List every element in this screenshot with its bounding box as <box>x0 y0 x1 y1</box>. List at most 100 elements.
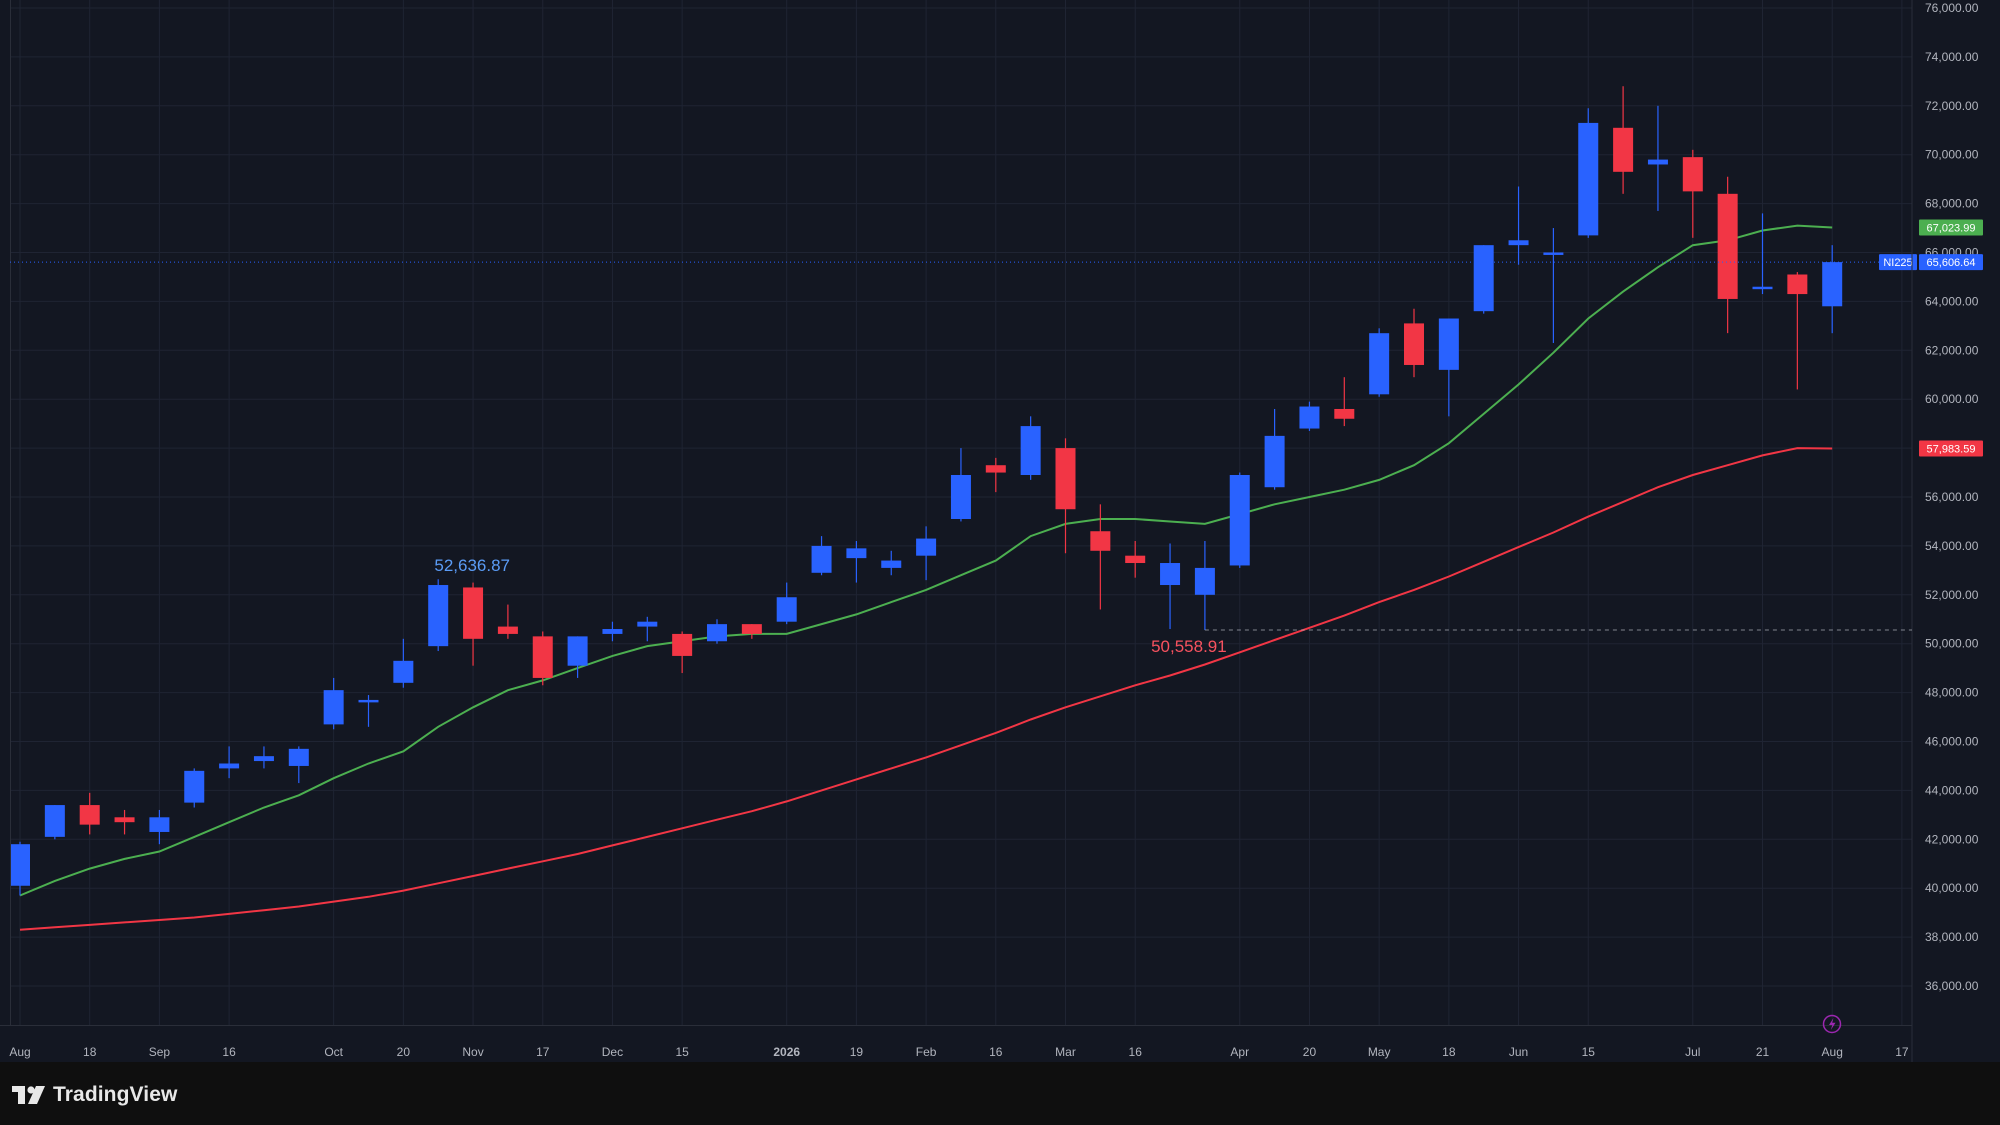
brand-name: TradingView <box>53 1083 178 1106</box>
candle <box>1752 213 1773 295</box>
candle <box>950 448 971 522</box>
candle <box>1682 149 1703 238</box>
price-tick-label: 54,000.00 <box>1925 539 1979 553</box>
candle <box>532 631 553 686</box>
candle <box>358 695 379 727</box>
candle <box>1404 308 1424 378</box>
candle <box>219 746 240 779</box>
lightning-icon-ring <box>1822 1014 1842 1034</box>
price-tick-label: 60,000.00 <box>1925 392 1979 406</box>
price-tick-label: 48,000.00 <box>1925 686 1979 700</box>
candle <box>10 841 30 896</box>
time-tick-label: Mar <box>1055 1045 1076 1059</box>
candle <box>985 457 1006 493</box>
price-tick-label: 74,000.00 <box>1925 50 1979 64</box>
candle <box>323 677 344 730</box>
time-tick-label: 20 <box>397 1045 411 1059</box>
candle-body <box>1020 426 1041 475</box>
ma-short-line <box>19 224 1833 897</box>
candle-body <box>1508 240 1529 246</box>
time-tick-label: Sep <box>149 1045 171 1059</box>
time-tick-label: Oct <box>324 1045 343 1059</box>
candlestick-chart[interactable]: 52,636.87 50,558.91 76,000.00 74,000.00 72,… <box>0 0 2000 1062</box>
candle <box>1438 318 1459 417</box>
candle <box>1369 328 1390 397</box>
ma-long-badge-bg <box>1919 440 1983 457</box>
candle-body <box>1787 274 1808 295</box>
candle-body <box>741 624 762 634</box>
time-tick-label: Feb <box>916 1045 937 1059</box>
candle-body <box>950 474 971 520</box>
footer-bar <box>0 1062 2000 1125</box>
candle-body <box>1682 157 1703 192</box>
candle-body <box>1822 262 1843 307</box>
price-tick-label: 68,000.00 <box>1925 197 1979 211</box>
candle-body <box>393 660 414 683</box>
candle <box>1473 245 1494 314</box>
candle-body <box>358 699 379 703</box>
tradingview-brand[interactable]: TradingView <box>12 1083 177 1107</box>
candle-body <box>532 636 553 678</box>
ma-short-badge-bg <box>1919 219 1983 236</box>
time-tick-label: 19 <box>850 1045 864 1059</box>
chart-overlays <box>0 0 1913 1062</box>
annotations: 52,636.87 50,558.91 <box>434 556 1226 656</box>
candle <box>1647 105 1668 211</box>
price-tick-label: 56,000.00 <box>1925 490 1979 504</box>
lightning-icon-bolt <box>1829 1018 1836 1030</box>
time-tick-label: 18 <box>1442 1045 1456 1059</box>
candle <box>288 746 309 784</box>
candle <box>707 619 727 644</box>
candle-body <box>1334 408 1355 419</box>
price-tick-label: 72,000.00 <box>1925 99 1979 113</box>
candle-body <box>1264 435 1285 488</box>
symbol-badge-text: NI225 <box>1883 257 1912 269</box>
candle <box>567 636 588 678</box>
candle-body <box>1473 245 1494 312</box>
time-tick-label: Nov <box>462 1045 483 1059</box>
time-tick-label: Apr <box>1230 1045 1249 1059</box>
price-axis[interactable]: 76,000.00 74,000.00 72,000.00 70,000.00 68,0… <box>1879 1 1983 993</box>
candle <box>741 624 762 639</box>
candle <box>1578 108 1599 238</box>
high-annotation: 52,636.87 <box>434 556 510 575</box>
time-tick-label: 20 <box>1303 1045 1317 1059</box>
candle-body <box>1717 193 1738 299</box>
candle-body <box>1055 448 1076 510</box>
candle-body <box>602 629 623 634</box>
candle-body <box>1369 333 1390 395</box>
candle-body <box>881 560 902 568</box>
candle <box>1334 377 1355 427</box>
ma-long-badge-text: 57,983.59 <box>1927 444 1976 456</box>
candle <box>1194 541 1215 631</box>
candle <box>1717 176 1738 334</box>
candle-body <box>1160 563 1181 586</box>
time-tick-label: Jun <box>1509 1045 1528 1059</box>
candle-body <box>44 805 65 837</box>
candle-body <box>672 633 693 656</box>
candle-body <box>288 748 309 766</box>
candle <box>1543 228 1564 343</box>
time-tick-label: Jul <box>1685 1045 1700 1059</box>
price-tick-label: 46,000.00 <box>1925 735 1979 749</box>
candle <box>881 550 902 576</box>
last-price-badge-bg <box>1919 254 1983 271</box>
candle <box>149 809 170 845</box>
candle <box>602 621 623 642</box>
ma-long-line <box>19 447 1833 931</box>
price-tick-label: 50,000.00 <box>1925 637 1979 651</box>
candle <box>428 579 449 652</box>
price-tick-label: 52,000.00 <box>1925 588 1979 602</box>
chart-area[interactable]: 52,636.87 50,558.91 76,000.00 74,000.00 72,… <box>0 0 2000 1062</box>
candle-body <box>567 636 588 666</box>
time-axis[interactable]: Aug 18 Sep 16 Oct 20 Nov 17 Dec 15 2026 19 Feb 16 Mar 1… <box>9 1045 1909 1059</box>
candle-body <box>323 690 344 725</box>
time-tick-label: 16 <box>1129 1045 1143 1059</box>
price-tick-label: 42,000.00 <box>1925 832 1979 846</box>
candle <box>1125 541 1146 578</box>
candle <box>1055 438 1076 554</box>
candle-body <box>1647 159 1668 165</box>
candle-body <box>985 465 1006 473</box>
candle <box>1020 416 1041 480</box>
time-tick-label: 15 <box>1582 1045 1596 1059</box>
